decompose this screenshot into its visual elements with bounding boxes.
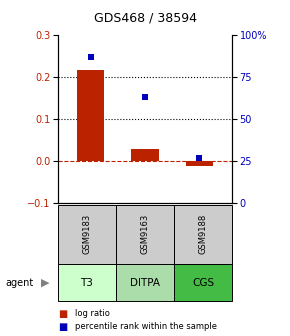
Text: agent: agent bbox=[6, 278, 34, 288]
Point bbox=[143, 95, 147, 100]
Text: T3: T3 bbox=[81, 278, 93, 288]
Point bbox=[88, 54, 93, 60]
Text: ■: ■ bbox=[58, 322, 67, 332]
Text: GSM9163: GSM9163 bbox=[140, 214, 150, 254]
Text: DITPA: DITPA bbox=[130, 278, 160, 288]
Text: ▶: ▶ bbox=[41, 278, 49, 288]
Text: GSM9188: GSM9188 bbox=[198, 214, 208, 254]
Text: log ratio: log ratio bbox=[75, 309, 110, 318]
Text: GDS468 / 38594: GDS468 / 38594 bbox=[93, 12, 197, 25]
Text: percentile rank within the sample: percentile rank within the sample bbox=[75, 322, 218, 331]
Bar bbox=[131, 149, 159, 161]
Bar bbox=[77, 70, 104, 161]
Point bbox=[197, 155, 202, 161]
Text: CGS: CGS bbox=[192, 278, 214, 288]
Text: GSM9183: GSM9183 bbox=[82, 214, 92, 254]
Bar bbox=[186, 161, 213, 166]
Text: ■: ■ bbox=[58, 309, 67, 319]
